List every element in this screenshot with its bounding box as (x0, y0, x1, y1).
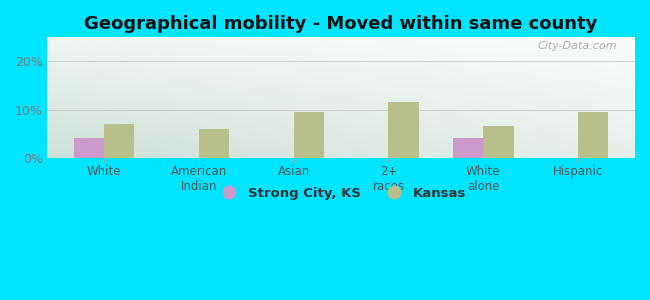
Bar (453, 138, 483, 158)
Bar (199, 129, 229, 158)
Bar (73, 138, 104, 158)
Title: Geographical mobility - Moved within same county: Geographical mobility - Moved within sam… (84, 15, 598, 33)
Text: City-Data.com: City-Data.com (538, 41, 618, 51)
Bar (104, 124, 135, 158)
Bar (389, 102, 419, 158)
Bar (483, 126, 514, 158)
Bar (294, 112, 324, 158)
Legend: Strong City, KS, Kansas: Strong City, KS, Kansas (211, 182, 471, 205)
Bar (578, 112, 608, 158)
